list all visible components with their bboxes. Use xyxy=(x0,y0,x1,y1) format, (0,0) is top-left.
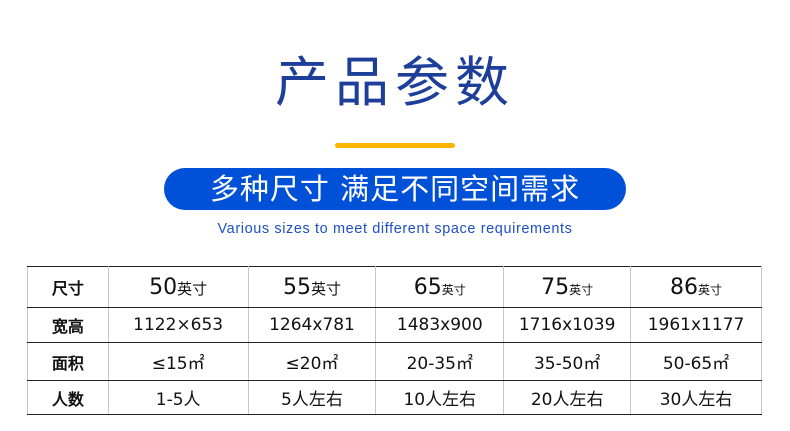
table-cell: 35-50㎡ xyxy=(503,342,632,381)
table-cell: 5人左右 xyxy=(247,380,377,415)
row-header: 宽高 xyxy=(27,307,109,343)
table-cell: ≤15㎡ xyxy=(107,342,249,381)
size-unit: 英寸 xyxy=(177,279,208,298)
size-unit: 英寸 xyxy=(310,279,341,298)
table-cell: 20-35㎡ xyxy=(375,342,505,381)
row-header: 面积 xyxy=(27,342,109,381)
table-cell: 1122×653 xyxy=(107,307,249,343)
spec-table: 尺寸 50英寸 55英寸 65英寸 75英寸 86英寸 宽高 1122×653 … xyxy=(27,266,762,415)
size-number: 65 xyxy=(413,274,442,300)
size-unit: 英寸 xyxy=(441,282,466,297)
table-cell: 10人左右 xyxy=(375,380,505,415)
table-row-dimensions: 宽高 1122×653 1264x781 1483x900 1716x1039 … xyxy=(27,307,762,343)
subtitle-english: Various sizes to meet different space re… xyxy=(217,221,573,237)
size-cell: 86英寸 xyxy=(630,266,762,308)
size-number: 86 xyxy=(670,274,699,300)
banner: 多种尺寸 满足不同空间需求 xyxy=(164,168,626,210)
size-cell: 50英寸 xyxy=(107,266,249,308)
size-number: 50 xyxy=(149,274,178,300)
size-cell: 75英寸 xyxy=(503,266,632,308)
size-unit: 英寸 xyxy=(698,282,723,297)
table-cell: 50-65㎡ xyxy=(630,342,762,381)
table-cell: 1961x1177 xyxy=(630,307,762,343)
table-row-area: 面积 ≤15㎡ ≤20㎡ 20-35㎡ 35-50㎡ 50-65㎡ xyxy=(27,342,762,381)
accent-divider xyxy=(335,143,455,148)
table-row-size: 尺寸 50英寸 55英寸 65英寸 75英寸 86英寸 xyxy=(27,266,762,308)
table-cell: 1483x900 xyxy=(375,307,505,343)
table-cell: 30人左右 xyxy=(630,380,762,415)
size-cell: 65英寸 xyxy=(375,266,505,308)
size-unit: 英寸 xyxy=(569,282,594,297)
row-header: 尺寸 xyxy=(27,266,109,308)
table-row-people: 人数 1-5人 5人左右 10人左右 20人左右 30人左右 xyxy=(27,380,762,415)
table-cell: 1-5人 xyxy=(107,380,249,415)
table-cell: ≤20㎡ xyxy=(247,342,377,381)
size-number: 75 xyxy=(541,274,570,300)
page-title: 产品参数 xyxy=(275,51,515,114)
table-cell: 1716x1039 xyxy=(503,307,632,343)
size-number: 55 xyxy=(282,274,311,300)
table-cell: 20人左右 xyxy=(503,380,632,415)
table-cell: 1264x781 xyxy=(247,307,377,343)
size-cell: 55英寸 xyxy=(247,266,377,308)
row-header: 人数 xyxy=(27,380,109,415)
